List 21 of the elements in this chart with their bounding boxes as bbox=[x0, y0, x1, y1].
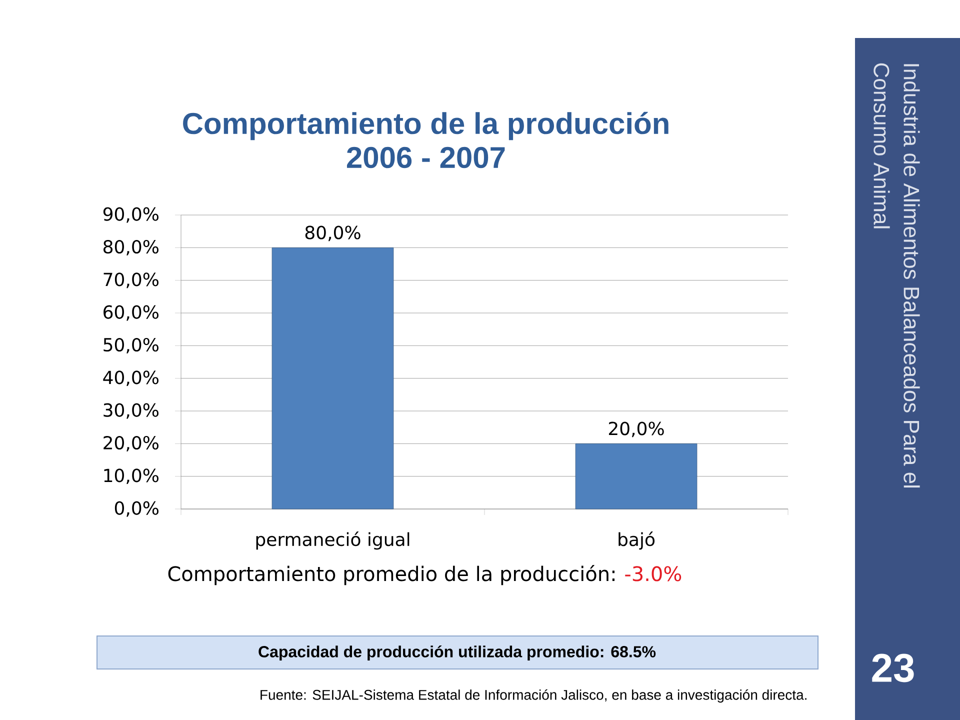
y-tick-label: 80,0% bbox=[104, 240, 158, 256]
y-tick-label: 60,0% bbox=[104, 305, 158, 321]
data-label: 80,0% bbox=[305, 226, 360, 242]
text: Industria de Alimentos Balanceados Para el Consumo Animal bbox=[874, 63, 920, 488]
y-tick-label: 20,0% bbox=[104, 436, 158, 452]
x-tick-label: bajó bbox=[618, 532, 655, 550]
y-tick-label: 10,0% bbox=[104, 468, 158, 484]
source-note: Fuente: SEIJAL-Sistema Estatal de Información Jalisco, en base a investigación directa. bbox=[260, 689, 806, 703]
text: Comportamiento promedio de la producción: bbox=[168, 565, 614, 586]
y-tick-label: 0,0% bbox=[114, 501, 158, 517]
y-tick-label: 30,0% bbox=[104, 403, 158, 419]
text: -3.0% bbox=[625, 566, 682, 582]
data-label: 20,0% bbox=[608, 422, 664, 438]
y-tick-label: 70,0% bbox=[104, 272, 158, 288]
y-tick-label: 50,0% bbox=[104, 338, 158, 354]
text: 23 bbox=[872, 654, 914, 682]
y-tick-label: 90,0% bbox=[103, 207, 158, 223]
x-tick-label: permaneció igual bbox=[256, 532, 410, 550]
y-tick-label: 40,0% bbox=[103, 370, 158, 386]
chart-title: Comportamiento de la producción 2006 - 2007 bbox=[183, 112, 668, 168]
text: Capacidad de producción utilizada promedio: 68.5% bbox=[258, 645, 656, 661]
